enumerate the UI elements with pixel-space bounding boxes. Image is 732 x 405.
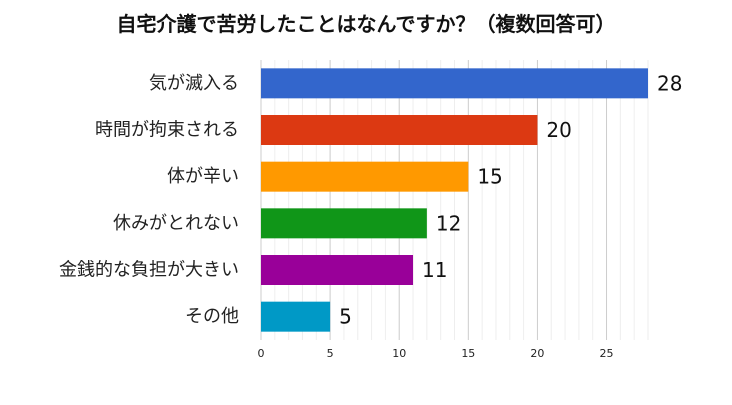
category-label: 金銭的な負担が大きい [59, 260, 239, 281]
data-label: 20 [546, 118, 571, 142]
data-label: 15 [477, 165, 502, 189]
x-tick-label: 15 [461, 347, 475, 360]
bars [261, 68, 648, 332]
category-label: 休みがとれない [113, 213, 239, 234]
bar [261, 161, 469, 192]
x-tick-label: 20 [530, 347, 544, 360]
bar [261, 255, 414, 285]
grid-lines [260, 60, 649, 340]
x-tick-label: 25 [600, 347, 614, 360]
category-label: 気が滅入る [149, 73, 239, 94]
bar [261, 208, 427, 239]
bar [261, 68, 648, 99]
x-tick-label: 0 [258, 347, 265, 360]
chart-title: 自宅介護で苦労したことはなんですか？（複数回答可） [116, 12, 616, 36]
bar [261, 301, 331, 332]
x-tick-label: 5 [327, 347, 334, 360]
value-labels: 28 20 15 12 11 5 [339, 71, 682, 328]
data-label: 5 [339, 305, 352, 329]
x-tick-label: 10 [392, 347, 406, 360]
category-label: その他 [185, 306, 239, 327]
category-label: 時間が拘束される [95, 120, 239, 141]
data-label: 12 [436, 211, 461, 235]
data-label: 28 [657, 71, 682, 95]
x-axis-ticks: 0 5 10 15 20 25 [258, 347, 614, 360]
data-label: 11 [422, 258, 447, 282]
bar [261, 115, 538, 145]
category-label: 体が辛い [167, 166, 239, 187]
